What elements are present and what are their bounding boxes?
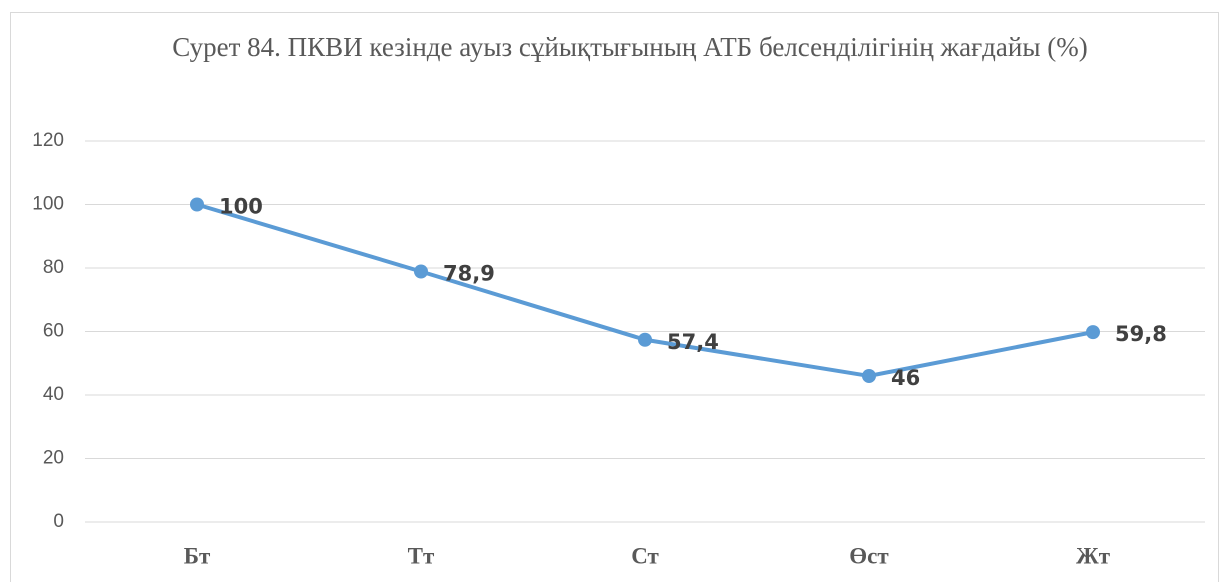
y-tick-label: 40: [43, 384, 64, 405]
y-tick-label: 60: [43, 321, 64, 342]
chart-title: Сурет 84. ПКВИ кезінде ауыз сұйықтығының…: [172, 32, 1088, 62]
data-label: 46: [891, 366, 920, 390]
data-label: 100: [219, 195, 263, 219]
y-tick-label: 20: [43, 448, 64, 469]
y-tick-label: 100: [32, 194, 64, 215]
point: [638, 332, 652, 347]
y-tick-label: 0: [53, 511, 64, 532]
data-label: 57,4: [667, 330, 719, 354]
x-tick-label: Жт: [1076, 543, 1111, 568]
point: [1086, 325, 1100, 340]
chart-frame: [10, 12, 1219, 582]
x-tick-label: Ст: [631, 543, 659, 568]
line: [196, 202, 1094, 378]
point: [862, 368, 876, 383]
y-tick-label: 80: [43, 257, 64, 278]
data-label: 59,8: [1115, 322, 1167, 346]
x-tick-label: Өст: [849, 543, 889, 568]
point: [414, 264, 428, 279]
y-tick-label: 120: [32, 130, 64, 151]
data-label: 78,9: [443, 261, 495, 285]
x-tick-label: Бт: [184, 543, 211, 568]
point: [190, 197, 204, 212]
x-tick-label: Тт: [408, 543, 435, 568]
